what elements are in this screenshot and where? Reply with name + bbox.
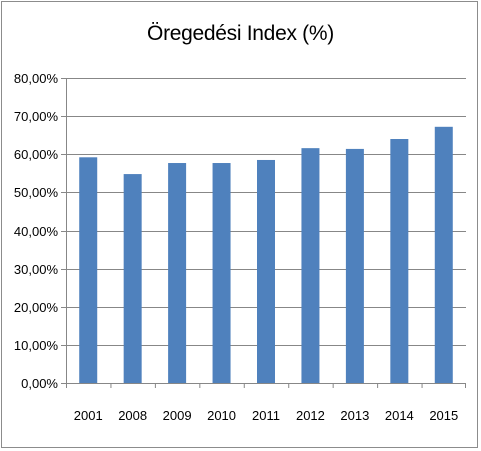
chart-title: Öregedési Index (%) [147, 22, 334, 45]
x-tick-label: 2008 [118, 408, 147, 423]
y-tick-label: 80,00% [14, 71, 59, 86]
bar-2001 [79, 157, 98, 383]
tick-labels: 0,00% 10,00% 20,00% 30,00% 40,00% 50,00% 60,00… [14, 71, 458, 423]
axes [61, 78, 466, 388]
bar-2010 [212, 163, 231, 383]
x-tick-label: 2015 [429, 408, 458, 423]
bars [79, 126, 453, 384]
x-tick-label: 2010 [207, 408, 236, 423]
bar-2009 [168, 163, 187, 383]
y-tick-label: 10,00% [14, 338, 59, 353]
y-tick-label: 70,00% [14, 109, 59, 124]
y-tick-label: 20,00% [14, 300, 59, 315]
y-tick-label: 0,00% [21, 376, 58, 391]
y-tick-label: 40,00% [14, 224, 59, 239]
bar-2012 [301, 148, 320, 383]
x-tick-label: 2013 [340, 408, 369, 423]
x-tick-label: 2011 [252, 408, 280, 423]
bar-2011 [257, 159, 275, 383]
bar-2008 [123, 174, 142, 383]
y-tick-label: 50,00% [14, 185, 59, 200]
bar-2013 [345, 148, 364, 383]
x-tick-label: 2009 [163, 408, 192, 423]
x-tick-label: 2001 [74, 408, 103, 423]
bar-2014 [390, 139, 409, 383]
x-tick-label: 2012 [296, 408, 325, 423]
y-tick-label: 30,00% [14, 262, 59, 277]
y-tick-label: 60,00% [14, 147, 59, 162]
x-tick-label: 2014 [385, 408, 414, 423]
bar-2015 [434, 126, 453, 384]
